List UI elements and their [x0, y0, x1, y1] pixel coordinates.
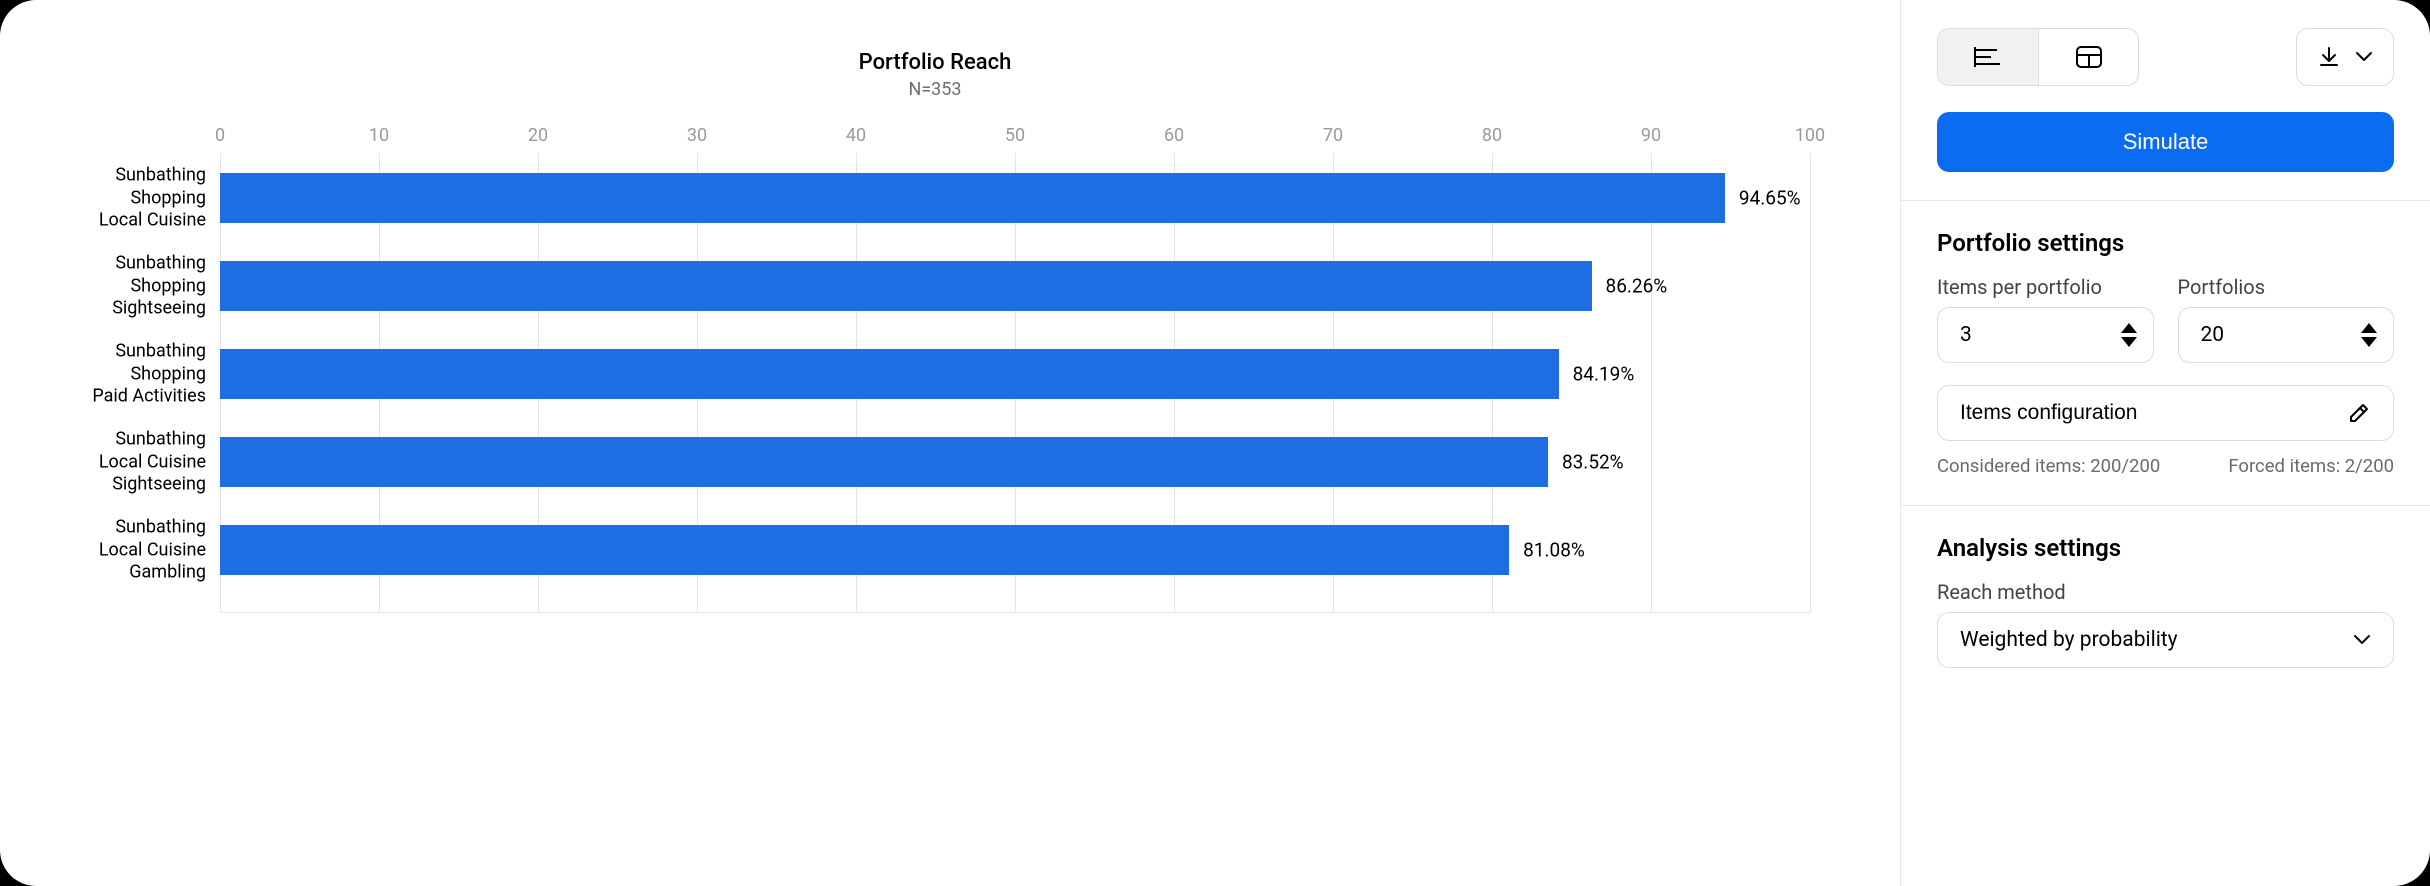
portfolio-fields-row: Items per portfolio 3 Portfolios 20 [1937, 275, 2394, 363]
reach-method-label: Reach method [1937, 580, 2394, 604]
chart-bars-area: 94.65%SunbathingShoppingLocal Cuisine 86.… [220, 153, 1810, 613]
chart-x-axis: 0102030405060708090100 [220, 125, 1810, 153]
chart-bar-value: 83.52% [1562, 451, 1624, 474]
portfolios-value: 20 [2201, 323, 2225, 347]
chart-bar-value: 81.08% [1523, 539, 1585, 562]
chart-x-tick: 50 [1005, 125, 1025, 146]
portfolios-label: Portfolios [2178, 275, 2395, 299]
chart-x-tick: 80 [1482, 125, 1502, 146]
chart-x-tick: 70 [1323, 125, 1343, 146]
chart-title: Portfolio Reach [30, 50, 1840, 75]
portfolio-settings-section: Portfolio settings Items per portfolio 3… [1901, 201, 2430, 506]
chart-bar-value: 86.26% [1606, 275, 1668, 298]
chart-bar-value: 94.65% [1739, 187, 1801, 210]
chart-bar-value: 84.19% [1573, 363, 1635, 386]
bar-chart-icon [1973, 45, 2003, 69]
chart-x-tick: 20 [528, 125, 548, 146]
items-per-portfolio-input[interactable]: 3 [1937, 307, 2154, 363]
chart-bar-label: SunbathingShoppingSightseeing [112, 252, 220, 320]
download-button[interactable] [2296, 28, 2394, 86]
chevron-down-icon [2355, 51, 2373, 63]
chart-bar-row: 86.26%SunbathingShoppingSightseeing [220, 261, 1810, 311]
chevron-down-icon [2353, 634, 2371, 646]
stepper-icon[interactable] [2361, 323, 2377, 347]
app-root: Portfolio Reach N=353 0 10 20 30 40 50 60 70 80 9… [0, 0, 2430, 886]
chart-bar [220, 261, 1592, 311]
chart-bar-label: SunbathingShoppingPaid Activities [92, 340, 220, 408]
chart-x-tick: 100 [1795, 125, 1825, 146]
simulate-button[interactable]: Simulate [1937, 112, 2394, 172]
table-icon [2075, 45, 2103, 69]
view-toggle [1937, 28, 2139, 86]
chart-gridline [1810, 153, 1811, 612]
portfolios-input[interactable]: 20 [2178, 307, 2395, 363]
view-chart-button[interactable] [1938, 29, 2038, 85]
chart-x-tick: 60 [1164, 125, 1184, 146]
chart-panel: Portfolio Reach N=353 0 10 20 30 40 50 60 70 80 9… [0, 0, 1900, 886]
chart-bar-row: 84.19%SunbathingShoppingPaid Activities [220, 349, 1810, 399]
chart-bar [220, 437, 1548, 487]
chart-x-tick: 40 [846, 125, 866, 146]
forced-items-text: Forced items: 2/200 [2228, 455, 2394, 477]
chart-bar [220, 525, 1509, 575]
portfolios-field: Portfolios 20 [2178, 275, 2395, 363]
analysis-settings-section: Analysis settings Reach method Weighted … [1901, 506, 2430, 696]
chart-bar-row: 81.08%SunbathingLocal CuisineGambling [220, 525, 1810, 575]
considered-items-text: Considered items: 200/200 [1937, 455, 2160, 477]
items-per-portfolio-value: 3 [1960, 323, 1972, 347]
reach-method-value: Weighted by probability [1960, 628, 2178, 652]
chart-bar-label: SunbathingLocal CuisineSightseeing [99, 428, 220, 496]
sidebar-top-section: Simulate [1901, 0, 2430, 201]
chart-bar [220, 173, 1725, 223]
chart-bar-label: SunbathingShoppingLocal Cuisine [99, 164, 220, 232]
analysis-settings-heading: Analysis settings [1937, 534, 2394, 562]
chart-bar-row: 83.52%SunbathingLocal CuisineSightseeing [220, 437, 1810, 487]
chart-x-tick: 10 [369, 125, 389, 146]
reach-method-select[interactable]: Weighted by probability [1937, 612, 2394, 668]
view-toolbar [1937, 28, 2394, 86]
sidebar: Simulate Portfolio settings Items per po… [1900, 0, 2430, 886]
download-icon [2317, 45, 2341, 69]
portfolio-settings-heading: Portfolio settings [1937, 229, 2394, 257]
items-per-portfolio-label: Items per portfolio [1937, 275, 2154, 299]
chart-bar [220, 349, 1559, 399]
chart-subtitle: N=353 [30, 79, 1840, 100]
items-meta-row: Considered items: 200/200 Forced items: … [1937, 455, 2394, 477]
chart-x-tick: 0 [215, 125, 225, 146]
chart-bar-row: 94.65%SunbathingShoppingLocal Cuisine [220, 173, 1810, 223]
chart-plot: 0102030405060708090100 94.65%SunbathingS… [220, 125, 1810, 615]
chart-bar-label: SunbathingLocal CuisineGambling [99, 516, 220, 584]
edit-icon [2347, 401, 2371, 425]
chart-x-tick: 30 [687, 125, 707, 146]
items-configuration-label: Items configuration [1960, 401, 2137, 425]
items-configuration-button[interactable]: Items configuration [1937, 385, 2394, 441]
view-table-button[interactable] [2038, 29, 2138, 85]
stepper-icon[interactable] [2121, 323, 2137, 347]
chart-x-tick: 90 [1641, 125, 1661, 146]
chart-title-block: Portfolio Reach N=353 [30, 50, 1840, 100]
items-per-portfolio-field: Items per portfolio 3 [1937, 275, 2154, 363]
